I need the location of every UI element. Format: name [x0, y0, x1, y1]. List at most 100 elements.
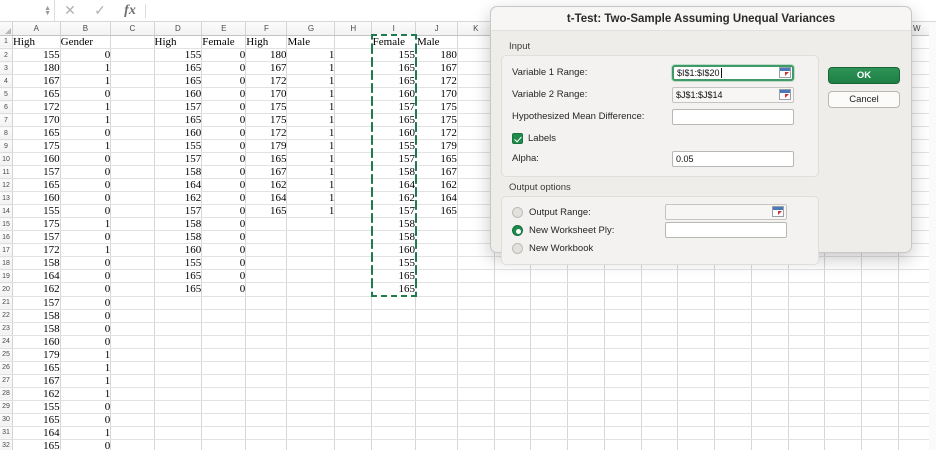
- cell-T24[interactable]: [788, 335, 826, 349]
- cell-A20[interactable]: 162: [12, 282, 61, 297]
- cell-C21[interactable]: [110, 296, 155, 310]
- cell-J26[interactable]: [415, 361, 458, 375]
- column-header-i[interactable]: I: [371, 22, 417, 36]
- cell-D1[interactable]: High: [154, 35, 203, 49]
- cell-C10[interactable]: [110, 152, 155, 166]
- cell-F4[interactable]: 172: [245, 74, 288, 88]
- cell-H3[interactable]: [334, 61, 373, 75]
- cell-F26[interactable]: [245, 361, 288, 375]
- cell-B21[interactable]: 0: [60, 296, 112, 310]
- cell-E10[interactable]: 0: [201, 152, 247, 166]
- cell-J8[interactable]: 172: [415, 126, 458, 140]
- cell-S28[interactable]: [751, 387, 789, 401]
- cell-B15[interactable]: 1: [60, 217, 112, 231]
- labels-checkbox-row[interactable]: Labels: [512, 130, 808, 146]
- cell-G16[interactable]: [286, 230, 336, 244]
- cell-I13[interactable]: 162: [370, 191, 417, 205]
- cell-R28[interactable]: [714, 387, 752, 401]
- cell-J13[interactable]: 164: [415, 191, 458, 205]
- cell-C3[interactable]: [110, 61, 155, 75]
- cell-B27[interactable]: 1: [60, 374, 112, 388]
- cell-F3[interactable]: 167: [245, 61, 288, 75]
- cell-F8[interactable]: 172: [245, 126, 288, 140]
- cell-Q22[interactable]: [677, 309, 716, 323]
- cell-I28[interactable]: [371, 387, 417, 401]
- row-header-10[interactable]: 10: [0, 152, 13, 166]
- cell-Q31[interactable]: [677, 426, 716, 440]
- cell-I9[interactable]: 155: [370, 139, 417, 153]
- cell-M20[interactable]: [530, 282, 569, 297]
- cancel-formula-icon[interactable]: ✕: [64, 2, 76, 18]
- cell-F29[interactable]: [245, 400, 288, 414]
- cell-E9[interactable]: 0: [201, 139, 247, 153]
- cell-A7[interactable]: 170: [12, 113, 61, 127]
- cell-G22[interactable]: [286, 309, 336, 323]
- cell-K21[interactable]: [457, 296, 495, 310]
- cell-T32[interactable]: [788, 439, 826, 450]
- cell-E28[interactable]: [201, 387, 247, 401]
- cell-C29[interactable]: [110, 400, 155, 414]
- cell-M27[interactable]: [530, 374, 569, 388]
- cell-G19[interactable]: [286, 269, 336, 283]
- cell-K10[interactable]: [457, 152, 495, 166]
- cell-J15[interactable]: [415, 217, 458, 231]
- cell-H8[interactable]: [334, 126, 373, 140]
- cell-R31[interactable]: [714, 426, 752, 440]
- cell-V24[interactable]: [861, 335, 899, 349]
- cell-E19[interactable]: 0: [201, 269, 247, 283]
- cell-A24[interactable]: 160: [12, 335, 61, 349]
- table-row[interactable]: 19 164 0 165 0 165: [0, 269, 936, 283]
- cell-I17[interactable]: 160: [370, 243, 417, 257]
- cell-E24[interactable]: [201, 335, 247, 349]
- cell-K14[interactable]: [457, 204, 495, 218]
- cell-E14[interactable]: 0: [201, 204, 247, 218]
- cell-V29[interactable]: [861, 400, 899, 414]
- cell-H24[interactable]: [334, 335, 373, 349]
- cell-H20[interactable]: [334, 282, 373, 297]
- cell-F10[interactable]: 165: [245, 152, 288, 166]
- cell-R25[interactable]: [714, 348, 752, 362]
- cell-E29[interactable]: [201, 400, 247, 414]
- cell-B25[interactable]: 1: [60, 348, 112, 362]
- table-row[interactable]: 27 167 1: [0, 374, 936, 388]
- cell-J22[interactable]: [415, 309, 458, 323]
- cell-B29[interactable]: 0: [60, 400, 112, 414]
- cell-H11[interactable]: [334, 165, 373, 179]
- cell-O19[interactable]: [604, 269, 642, 283]
- cell-A32[interactable]: 165: [12, 439, 61, 450]
- cell-A27[interactable]: 167: [12, 374, 61, 388]
- cell-J9[interactable]: 179: [415, 139, 458, 153]
- row-header-23[interactable]: 23: [0, 322, 13, 336]
- cell-L31[interactable]: [494, 426, 531, 440]
- column-header-h[interactable]: H: [334, 22, 373, 36]
- cell-E25[interactable]: [201, 348, 247, 362]
- output-range-radio[interactable]: [512, 206, 523, 218]
- cell-N24[interactable]: [567, 335, 605, 349]
- cell-V22[interactable]: [861, 309, 899, 323]
- cell-C20[interactable]: [110, 282, 155, 297]
- row-header-26[interactable]: 26: [0, 361, 13, 375]
- row-header-5[interactable]: 5: [0, 87, 13, 101]
- cell-D13[interactable]: 162: [154, 191, 203, 205]
- cell-E26[interactable]: [201, 361, 247, 375]
- cell-N29[interactable]: [567, 400, 605, 414]
- cell-E6[interactable]: 0: [201, 100, 247, 114]
- cell-B5[interactable]: 0: [60, 87, 112, 101]
- cell-M26[interactable]: [530, 361, 569, 375]
- cell-E12[interactable]: 0: [201, 178, 247, 192]
- cell-O23[interactable]: [604, 322, 642, 336]
- cell-H14[interactable]: [334, 204, 373, 218]
- cell-D9[interactable]: 155: [154, 139, 203, 153]
- cell-F17[interactable]: [245, 243, 288, 257]
- cell-A13[interactable]: 160: [12, 191, 61, 205]
- cell-B22[interactable]: 0: [60, 309, 112, 323]
- cell-C6[interactable]: [110, 100, 155, 114]
- cell-O21[interactable]: [604, 296, 642, 310]
- row-header-13[interactable]: 13: [0, 191, 13, 205]
- cell-A4[interactable]: 167: [12, 74, 61, 88]
- cell-H15[interactable]: [334, 217, 373, 231]
- cell-S30[interactable]: [751, 413, 789, 427]
- cell-K20[interactable]: [457, 282, 495, 297]
- cell-P19[interactable]: [641, 269, 679, 283]
- cell-I20[interactable]: 165: [370, 282, 417, 297]
